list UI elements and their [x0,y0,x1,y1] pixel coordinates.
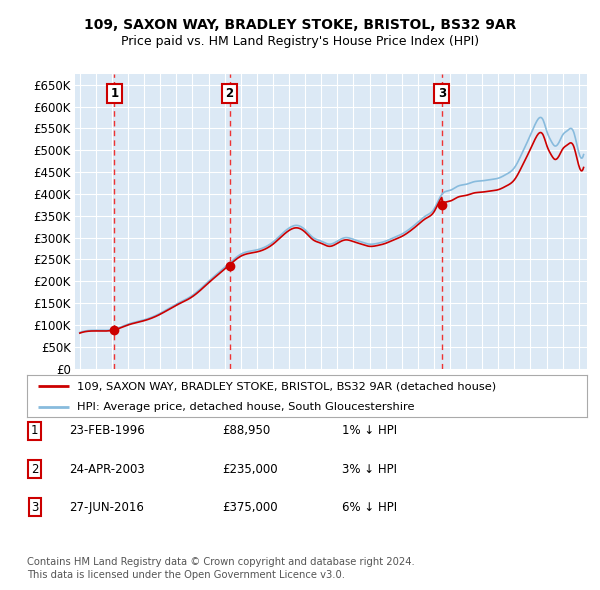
Text: £88,950: £88,950 [222,424,270,437]
Text: 23-FEB-1996: 23-FEB-1996 [69,424,145,437]
Text: This data is licensed under the Open Government Licence v3.0.: This data is licensed under the Open Gov… [27,571,345,580]
Text: 109, SAXON WAY, BRADLEY STOKE, BRISTOL, BS32 9AR: 109, SAXON WAY, BRADLEY STOKE, BRISTOL, … [84,18,516,32]
Text: 2: 2 [226,87,234,100]
Text: 6% ↓ HPI: 6% ↓ HPI [342,501,397,514]
Text: Price paid vs. HM Land Registry's House Price Index (HPI): Price paid vs. HM Land Registry's House … [121,35,479,48]
Text: 3: 3 [31,501,38,514]
Text: 109, SAXON WAY, BRADLEY STOKE, BRISTOL, BS32 9AR (detached house): 109, SAXON WAY, BRADLEY STOKE, BRISTOL, … [77,381,497,391]
Text: 24-APR-2003: 24-APR-2003 [69,463,145,476]
Text: 3: 3 [438,87,446,100]
Text: 2: 2 [31,463,38,476]
Text: 27-JUN-2016: 27-JUN-2016 [69,501,144,514]
Text: 1: 1 [110,87,118,100]
Text: 1: 1 [31,424,38,437]
Text: £375,000: £375,000 [222,501,278,514]
Text: 3% ↓ HPI: 3% ↓ HPI [342,463,397,476]
Text: HPI: Average price, detached house, South Gloucestershire: HPI: Average price, detached house, Sout… [77,402,415,411]
Text: 1% ↓ HPI: 1% ↓ HPI [342,424,397,437]
Text: £235,000: £235,000 [222,463,278,476]
Text: Contains HM Land Registry data © Crown copyright and database right 2024.: Contains HM Land Registry data © Crown c… [27,557,415,566]
